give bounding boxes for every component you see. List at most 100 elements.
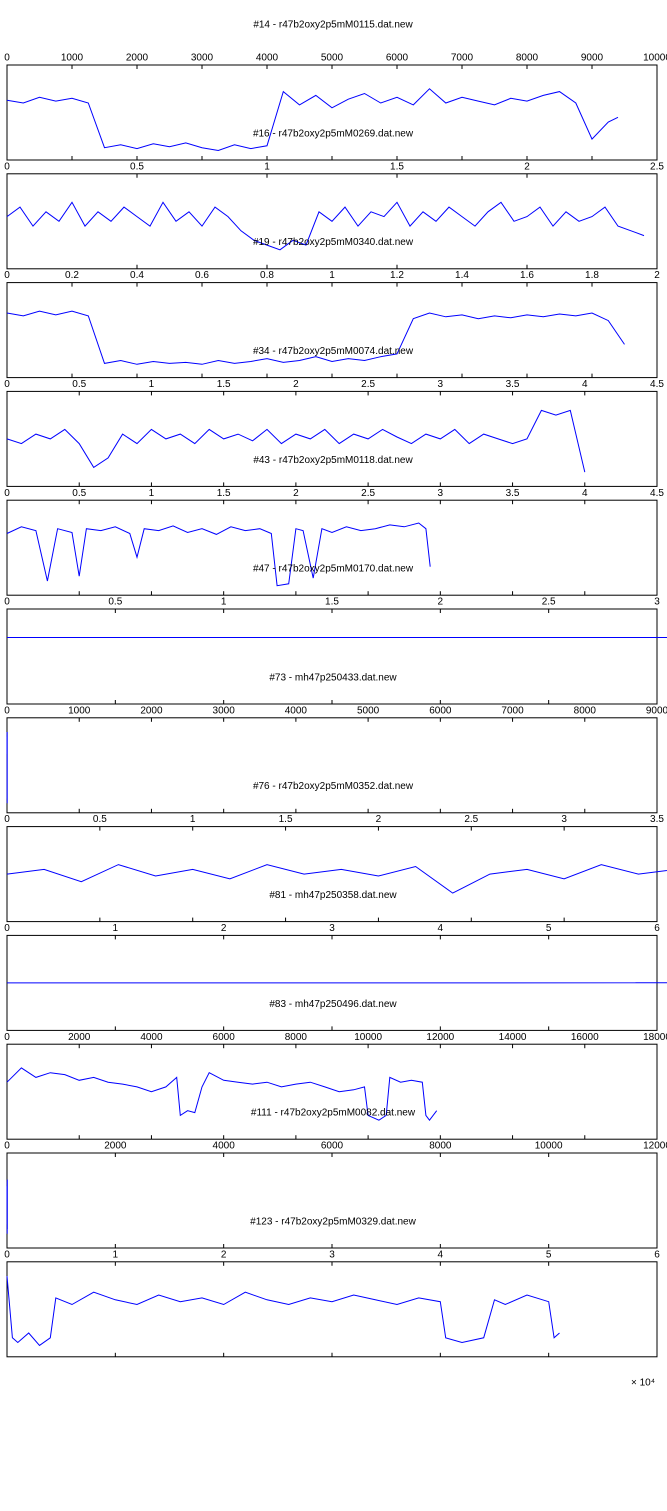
x-tick-label: 1.4 xyxy=(455,270,469,281)
axes-box xyxy=(6,1152,658,1249)
x-tick-label: 0 xyxy=(4,1249,10,1260)
x-tick-label: 2.5 xyxy=(464,814,478,825)
x-tick-label: 12000 xyxy=(643,1141,667,1152)
x-tick-label: 2.5 xyxy=(361,379,375,390)
x-tick-label: 0.5 xyxy=(130,161,144,172)
x-tick-label: 16000 xyxy=(571,1032,599,1043)
x-tick-label: 9000 xyxy=(646,705,667,716)
axes-box xyxy=(6,64,658,161)
x-tick-label: 0.2 xyxy=(65,270,79,281)
x-tick-label: 1.2 xyxy=(390,270,404,281)
chart-title: #34 - r47b2oxy2p5mM0074.dat.new xyxy=(253,346,414,357)
trace xyxy=(6,1067,438,1122)
x-tick-label: 1000 xyxy=(61,53,84,64)
x-tick-label: 1 xyxy=(113,923,119,934)
x-tick-label: 4000 xyxy=(213,1141,236,1152)
x-tick-label: 3 xyxy=(561,814,567,825)
x-tick-label: 2 xyxy=(293,379,299,390)
chart-title: #19 - r47b2oxy2p5mM0340.dat.new xyxy=(253,237,414,248)
x-tick-label: 0.5 xyxy=(72,488,86,499)
x-tick-label: 0 xyxy=(4,923,10,934)
x-tick-label: 6000 xyxy=(213,1032,236,1043)
x-tick-label: 0 xyxy=(4,53,10,64)
x-tick-label: 2000 xyxy=(126,53,149,64)
x-tick-label: 0 xyxy=(4,270,10,281)
x-tick-label: 1 xyxy=(149,379,155,390)
x-tick-label: 3000 xyxy=(213,705,236,716)
x-tick-label: 2 xyxy=(221,923,227,934)
chart-title: #123 - r47b2oxy2p5mM0329.dat.new xyxy=(250,1216,416,1227)
x-tick-label: 1000 xyxy=(68,705,91,716)
x-tick-label: 6000 xyxy=(429,705,452,716)
x-tick-label: 0 xyxy=(4,1032,10,1043)
x-tick-label: 1.5 xyxy=(325,597,339,608)
x-tick-label: 2000 xyxy=(140,705,163,716)
x-tick-label: 1.6 xyxy=(520,270,534,281)
x-tick-label: 7000 xyxy=(501,705,524,716)
x-tick-label: 3 xyxy=(654,597,660,608)
x-tick-label: 0 xyxy=(4,814,10,825)
chart-title: #111 - r47b2oxy2p5mM0082.dat.new xyxy=(251,1108,416,1119)
trace xyxy=(6,522,431,587)
x-tick-label: 4 xyxy=(582,379,588,390)
chart-title: #14 - r47b2oxy2p5mM0115.dat.new xyxy=(253,20,413,31)
axes-box xyxy=(6,390,658,487)
x-tick-label: 1 xyxy=(149,488,155,499)
trace xyxy=(6,88,619,152)
x-tick-label: 1 xyxy=(113,1249,119,1260)
x-tick-label: 2 xyxy=(221,1249,227,1260)
x-tick-label: 10000 xyxy=(643,53,667,64)
chart-title: #16 - r47b2oxy2p5mM0269.dat.new xyxy=(253,128,414,139)
axes-box xyxy=(6,608,658,705)
x-tick-label: 2.5 xyxy=(650,161,664,172)
x-tick-label: 4 xyxy=(438,1249,444,1260)
x-tick-label: 4000 xyxy=(140,1032,163,1043)
axes-box xyxy=(6,499,658,596)
x-tick-label: 7000 xyxy=(451,53,474,64)
x-tick-label: 0.5 xyxy=(108,597,122,608)
trace xyxy=(6,201,645,251)
x-tick-label: 5 xyxy=(546,923,552,934)
x-tick-label: 1 xyxy=(190,814,196,825)
chart-title: #47 - r47b2oxy2p5mM0170.dat.new xyxy=(253,564,414,575)
x-tick-label: 5 xyxy=(546,1249,552,1260)
x-tick-label: 3.5 xyxy=(506,379,520,390)
x-tick-label: 10000 xyxy=(535,1141,563,1152)
x-tick-label: 0 xyxy=(4,488,10,499)
x-tick-label: 1.5 xyxy=(217,379,231,390)
x-tick-label: 0 xyxy=(4,379,10,390)
x-tick-label: 3 xyxy=(329,923,335,934)
axes-box xyxy=(6,1261,658,1358)
x-tick-label: 2 xyxy=(293,488,299,499)
x-tick-label: 4 xyxy=(438,923,444,934)
trace xyxy=(6,409,586,473)
chart-title: #81 - mh47p250358.dat.new xyxy=(269,890,397,901)
x-tick-label: 5000 xyxy=(357,705,380,716)
x-tick-label: 1.8 xyxy=(585,270,599,281)
x-tick-label: 3 xyxy=(438,488,444,499)
x-tick-label: 1 xyxy=(264,161,270,172)
x-tick-label: 0.5 xyxy=(93,814,107,825)
x-tick-label: 0.8 xyxy=(260,270,274,281)
x-tick-label: 9000 xyxy=(581,53,604,64)
x-tick-label: 6 xyxy=(654,1249,660,1260)
trace xyxy=(6,1275,560,1347)
x-tick-label: 10000 xyxy=(354,1032,382,1043)
x-tick-label: 4.5 xyxy=(650,379,664,390)
x-tick-label: 8000 xyxy=(285,1032,308,1043)
trace xyxy=(6,310,625,365)
x-tick-label: 8000 xyxy=(429,1141,452,1152)
x-tick-label: 14000 xyxy=(499,1032,527,1043)
x-tick-label: 6000 xyxy=(321,1141,344,1152)
x-tick-label: 2000 xyxy=(104,1141,127,1152)
x-tick-label: 3.5 xyxy=(506,488,520,499)
x-tick-label: 3 xyxy=(329,1249,335,1260)
x-tick-label: 0 xyxy=(4,705,10,716)
x-tick-label: 3000 xyxy=(191,53,214,64)
x-tick-label: 8000 xyxy=(574,705,597,716)
x-tick-label: 12000 xyxy=(426,1032,454,1043)
x-tick-label: 0.4 xyxy=(130,270,144,281)
chart-title: #76 - r47b2oxy2p5mM0352.dat.new xyxy=(253,781,414,792)
